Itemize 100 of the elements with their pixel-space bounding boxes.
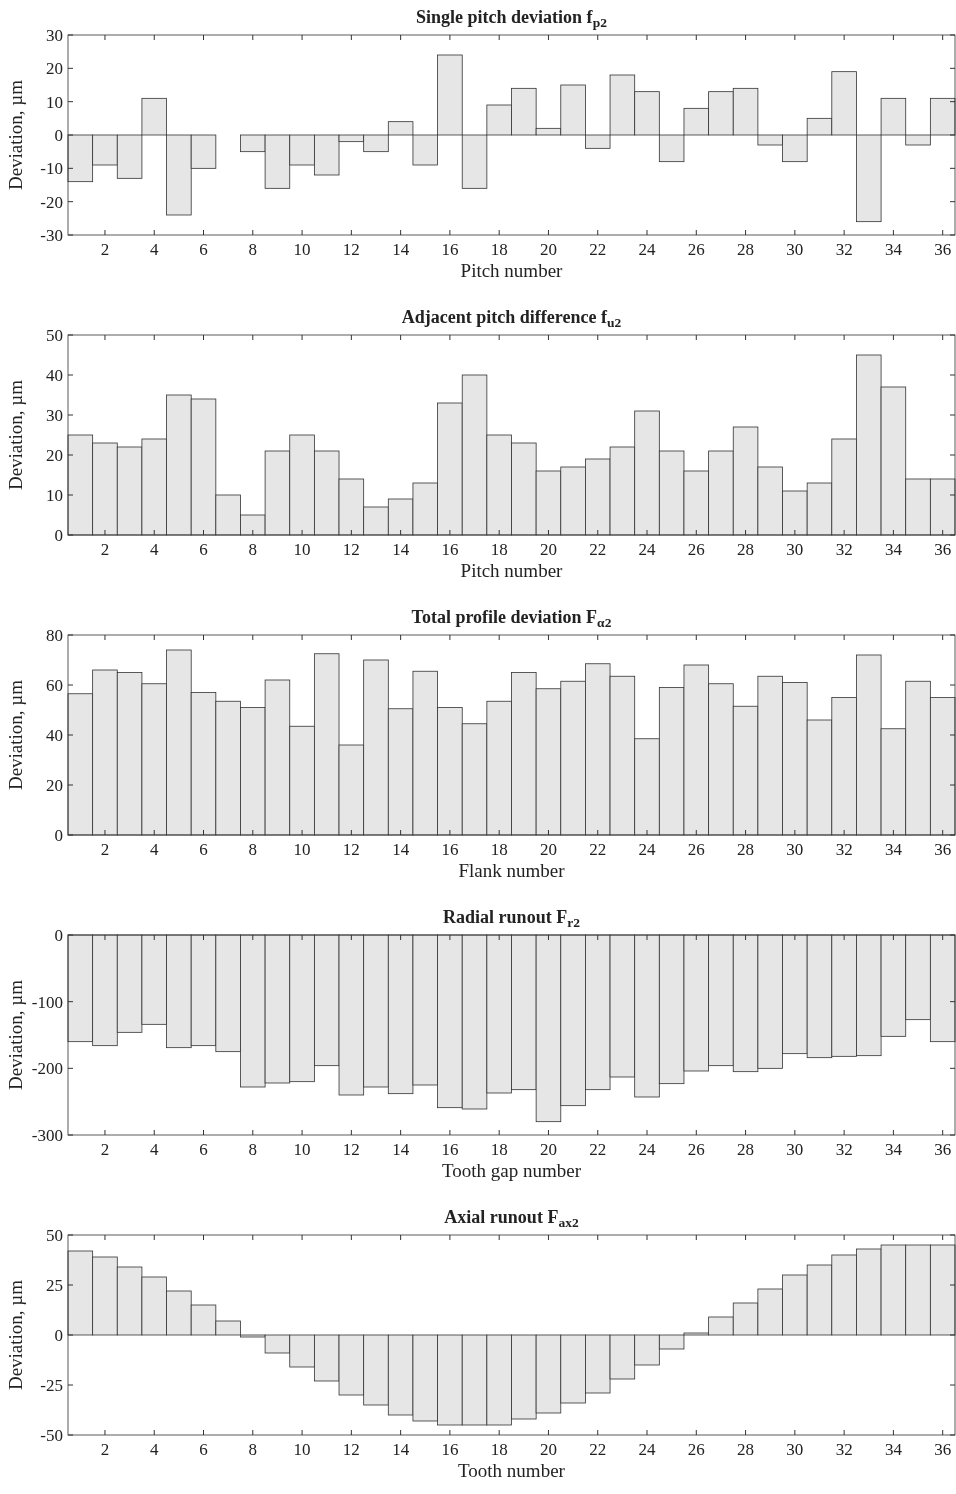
x-tick-label: 22 (589, 1440, 607, 1459)
x-tick-label: 22 (589, 840, 607, 859)
y-tick-label: -10 (40, 159, 63, 179)
x-tick-label: 34 (884, 1440, 903, 1459)
x-tick-label: 32 (835, 540, 853, 559)
y-axis-title: Deviation, µm (5, 979, 26, 1091)
y-tick-label: -30 (40, 225, 63, 245)
y-tick-label: 0 (54, 525, 63, 545)
x-tick-label: 8 (248, 1140, 258, 1159)
x-tick-label: 26 (687, 1140, 705, 1159)
x-tick-label: 20 (539, 1140, 557, 1159)
chart-title: Radial runout F$_{r2}$ (443, 907, 581, 931)
x-tick-label: 2 (100, 840, 110, 859)
x-tick-label: 34 (884, 240, 903, 259)
y-tick-label: -20 (40, 192, 63, 212)
x-tick-label: 26 (687, 540, 705, 559)
y-axis-title: Deviation, µm (5, 79, 26, 191)
chart-title: Total profile deviation F$_{α2}$ (411, 607, 612, 631)
x-tick-label: 10 (293, 240, 311, 259)
y-axis-title: Deviation, µm (5, 1279, 26, 1391)
x-tick-label: 36 (934, 540, 952, 559)
x-tick-label: 18 (490, 540, 508, 559)
y-tick-label: -50 (40, 1425, 63, 1445)
x-tick-label: 30 (786, 840, 804, 859)
x-tick-label: 6 (199, 540, 208, 559)
x-tick-label: 24 (638, 840, 657, 859)
x-tick-label: 32 (835, 1440, 853, 1459)
y-tick-label: 0 (54, 925, 63, 945)
chart-title: Adjacent pitch difference f$_{u2}$ (401, 307, 622, 331)
y-tick-label: 80 (46, 625, 63, 645)
x-tick-label: 18 (490, 1440, 508, 1459)
y-tick-label: 30 (46, 25, 63, 45)
x-tick-label: 26 (687, 840, 705, 859)
x-tick-label: 6 (199, 840, 208, 859)
x-tick-label: 30 (786, 240, 804, 259)
y-tick-label: 50 (46, 1225, 63, 1245)
x-tick-label: 32 (835, 240, 853, 259)
y-tick-label: 0 (54, 825, 63, 845)
x-tick-label: 28 (737, 840, 755, 859)
y-tick-label: 40 (46, 725, 63, 745)
x-tick-label: 14 (392, 1140, 410, 1159)
x-tick-label: 4 (149, 1440, 159, 1459)
y-tick-label: 10 (46, 485, 63, 505)
y-tick-label: -100 (31, 992, 63, 1012)
y-tick-label: -200 (31, 1059, 63, 1079)
y-tick-label: 0 (54, 125, 63, 145)
x-tick-label: 34 (884, 840, 903, 859)
x-tick-label: 32 (835, 1140, 853, 1159)
x-tick-label: 36 (934, 840, 952, 859)
y-tick-label: -25 (40, 1375, 63, 1395)
x-tick-label: 12 (342, 240, 360, 259)
y-tick-label: 40 (46, 365, 63, 385)
x-tick-label: 4 (149, 840, 159, 859)
x-tick-label: 16 (441, 1140, 459, 1159)
x-tick-label: 20 (539, 540, 557, 559)
x-tick-label: 36 (934, 240, 952, 259)
y-tick-label: 10 (46, 92, 63, 112)
x-tick-label: 6 (199, 1140, 208, 1159)
x-tick-label: 22 (589, 1140, 607, 1159)
x-tick-label: 24 (638, 1140, 657, 1159)
x-tick-label: 8 (248, 1440, 258, 1459)
x-tick-label: 22 (589, 540, 607, 559)
x-tick-label: 34 (884, 540, 903, 559)
x-axis-title: Flank number (458, 860, 566, 881)
x-tick-label: 28 (737, 240, 755, 259)
x-axis-title: Pitch number (460, 560, 564, 581)
x-tick-label: 28 (737, 540, 755, 559)
y-tick-label: 20 (46, 775, 63, 795)
x-tick-label: 24 (638, 240, 657, 259)
x-tick-label: 26 (687, 240, 705, 259)
x-axis-title: Pitch number (460, 260, 564, 281)
x-tick-label: 12 (342, 540, 360, 559)
x-tick-label: 18 (490, 840, 508, 859)
y-axis-title: Deviation, µm (5, 679, 26, 791)
x-tick-label: 34 (884, 1140, 903, 1159)
x-tick-label: 8 (248, 840, 258, 859)
y-axis-title: Deviation, µm (5, 379, 26, 491)
x-tick-label: 16 (441, 1440, 459, 1459)
x-tick-label: 28 (737, 1440, 755, 1459)
x-tick-label: 14 (392, 540, 410, 559)
x-tick-label: 30 (786, 540, 804, 559)
x-tick-label: 20 (539, 1440, 557, 1459)
x-tick-label: 10 (293, 840, 311, 859)
chart-title: Axial runout F$_{ax2}$ (444, 1207, 579, 1231)
x-tick-label: 12 (342, 1440, 360, 1459)
x-tick-label: 12 (342, 1140, 360, 1159)
x-tick-label: 30 (786, 1440, 804, 1459)
x-tick-label: 24 (638, 540, 657, 559)
x-axis-title: Tooth number (458, 1460, 566, 1481)
x-tick-label: 20 (539, 240, 557, 259)
x-tick-label: 2 (100, 1440, 110, 1459)
x-tick-label: 18 (490, 240, 508, 259)
x-tick-label: 4 (149, 240, 159, 259)
x-tick-label: 2 (100, 1140, 110, 1159)
x-tick-label: 4 (149, 1140, 159, 1159)
chart-title: Single pitch deviation f$_{p2}$ (416, 7, 608, 31)
x-tick-label: 14 (392, 840, 410, 859)
y-tick-label: 60 (46, 675, 63, 695)
y-tick-label: 20 (46, 445, 63, 465)
y-tick-label: 25 (46, 1275, 63, 1295)
